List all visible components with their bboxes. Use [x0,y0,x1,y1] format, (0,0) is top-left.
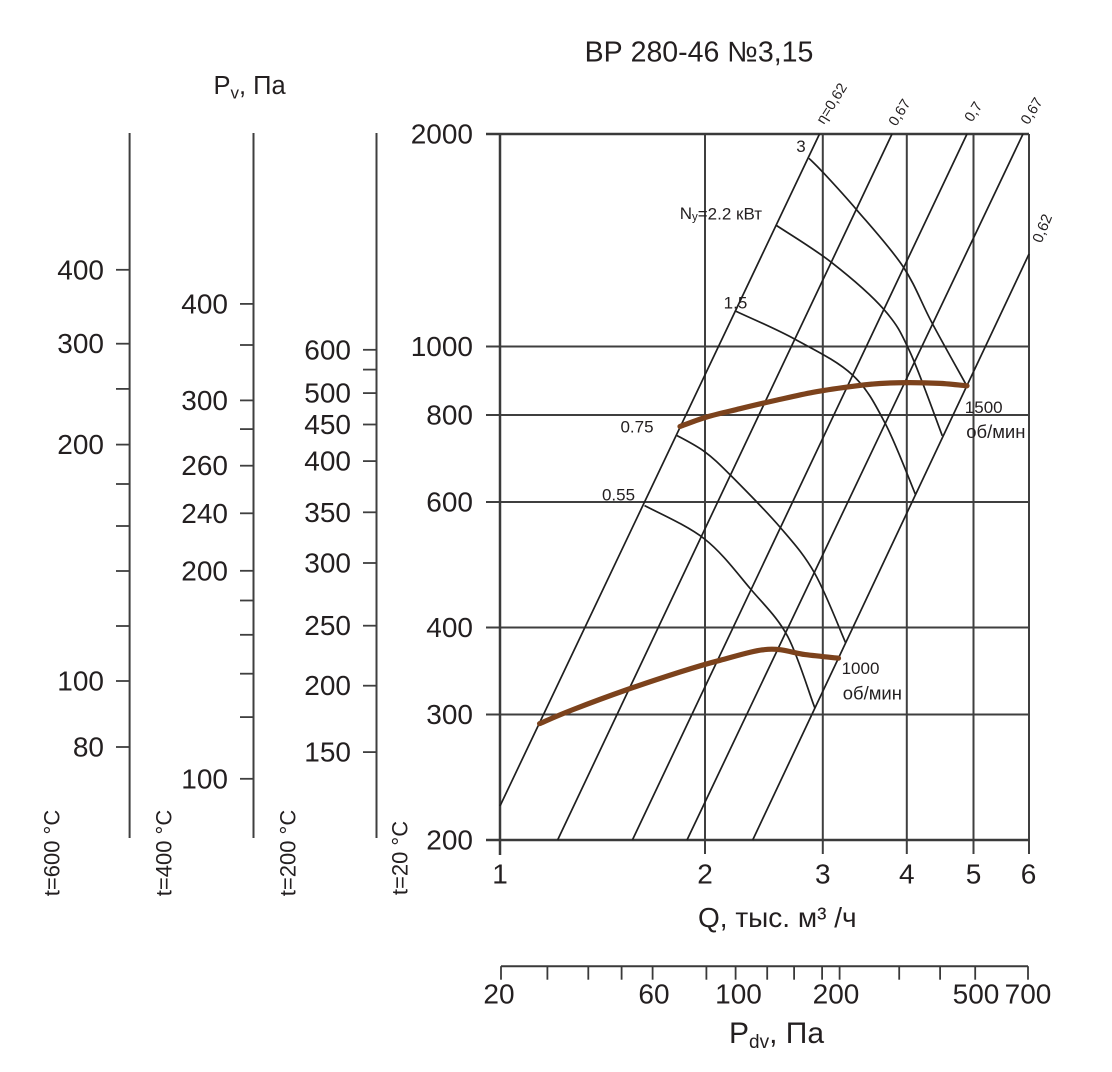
svg-text:1.5: 1.5 [724,293,748,312]
svg-text:1000: 1000 [411,331,473,362]
svg-text:об/мин: об/мин [843,683,902,704]
svg-text:150: 150 [304,737,351,768]
svg-text:об/мин: об/мин [966,421,1025,442]
svg-text:2000: 2000 [411,119,473,150]
svg-text:450: 450 [304,409,351,440]
svg-text:ВР 280-46 №3,15: ВР 280-46 №3,15 [585,37,814,69]
svg-text:20: 20 [483,979,514,1010]
svg-text:Pv, Па: Pv, Па [214,72,287,103]
svg-text:1500: 1500 [965,398,1003,417]
svg-text:1000: 1000 [842,659,880,678]
svg-text:5: 5 [966,859,982,890]
svg-text:t=20 °C: t=20 °C [388,821,413,895]
svg-text:Q, тыс. м³ /ч: Q, тыс. м³ /ч [698,902,857,933]
svg-text:350: 350 [304,497,351,528]
svg-text:t=600 °C: t=600 °C [40,810,65,897]
svg-text:0.75: 0.75 [620,418,653,437]
svg-text:200: 200 [57,429,104,460]
svg-text:60: 60 [638,979,669,1010]
svg-text:6: 6 [1021,859,1037,890]
svg-text:200: 200 [813,979,860,1010]
svg-text:700: 700 [1005,979,1052,1010]
svg-text:100: 100 [57,666,104,697]
svg-text:200: 200 [304,670,351,701]
svg-text:250: 250 [304,610,351,641]
svg-text:Nу=2.2 кВт: Nу=2.2 кВт [680,204,763,224]
svg-text:300: 300 [304,548,351,579]
svg-text:4: 4 [899,859,915,890]
svg-text:Pdv, Па: Pdv, Па [729,1017,824,1053]
svg-text:2: 2 [697,859,713,890]
svg-text:3: 3 [815,859,831,890]
svg-text:240: 240 [181,498,228,529]
svg-text:260: 260 [181,450,228,481]
svg-text:t=400 °C: t=400 °C [152,810,177,897]
svg-text:400: 400 [181,288,228,319]
svg-text:400: 400 [426,612,473,643]
svg-text:3: 3 [796,137,805,156]
svg-text:400: 400 [304,446,351,477]
svg-text:300: 300 [426,699,473,730]
svg-text:400: 400 [57,254,104,285]
svg-text:500: 500 [304,378,351,409]
svg-text:800: 800 [426,400,473,431]
svg-text:t=200 °C: t=200 °C [276,810,301,897]
svg-text:300: 300 [181,385,228,416]
svg-text:500: 500 [953,979,1000,1010]
svg-text:100: 100 [181,763,228,794]
svg-text:300: 300 [57,328,104,359]
svg-text:80: 80 [73,732,104,763]
svg-text:200: 200 [426,825,473,856]
svg-text:1: 1 [492,859,508,890]
svg-text:600: 600 [426,487,473,518]
svg-text:0.55: 0.55 [602,485,635,504]
svg-text:100: 100 [715,979,762,1010]
svg-text:600: 600 [304,334,351,365]
svg-text:200: 200 [181,555,228,586]
